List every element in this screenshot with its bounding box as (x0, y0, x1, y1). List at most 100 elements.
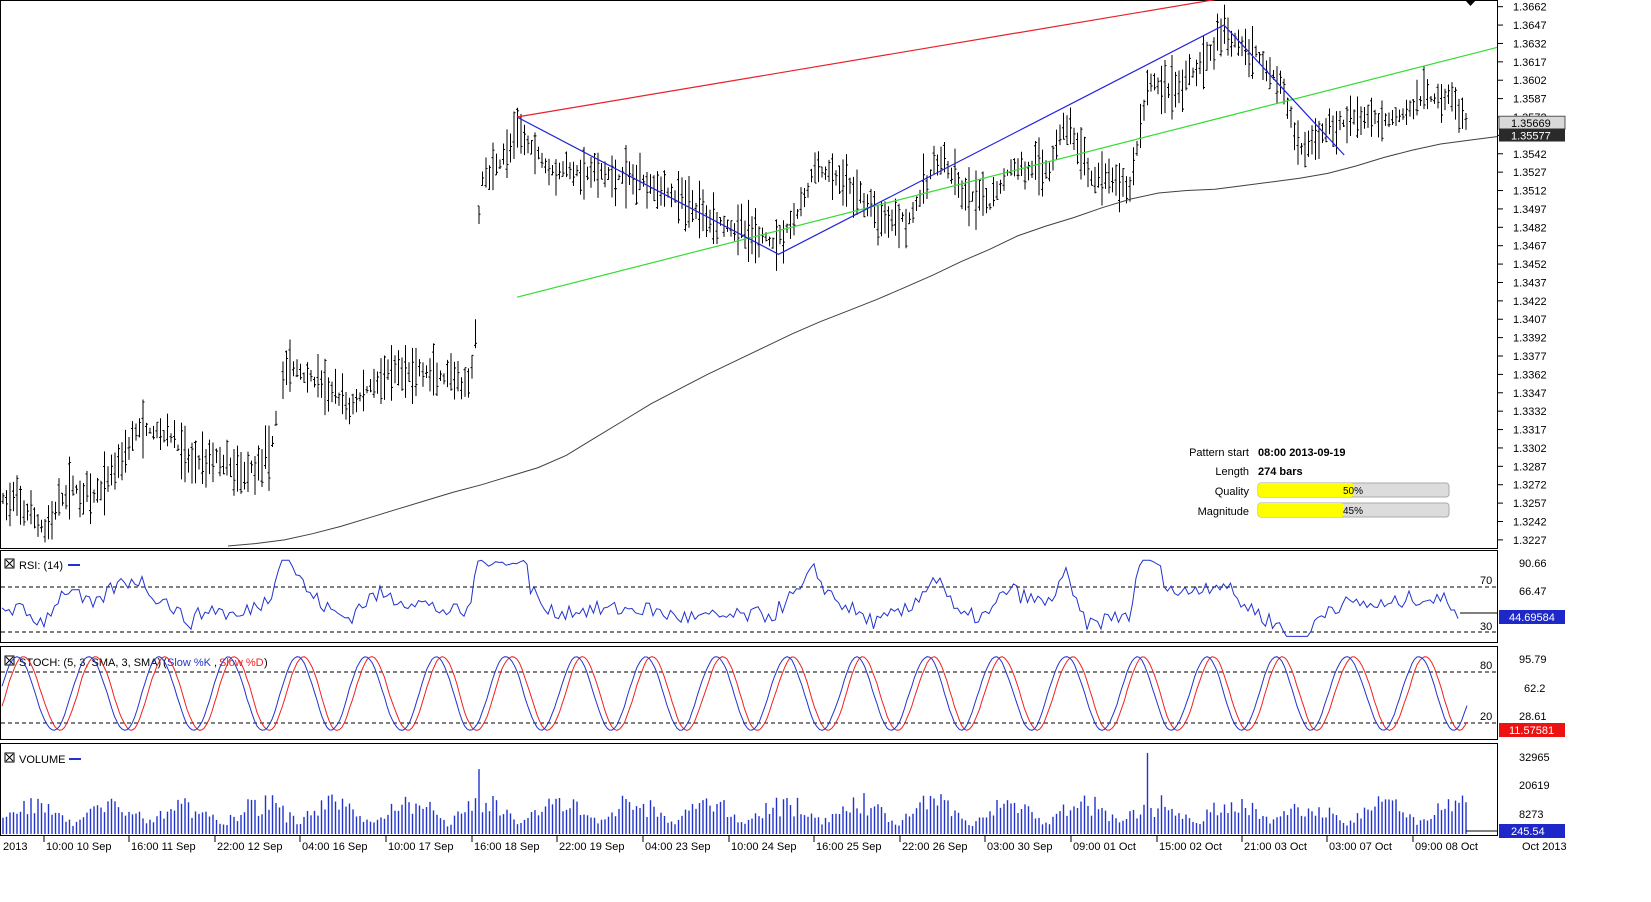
time-tick-label: 16:00 25 Sep (816, 841, 881, 853)
time-tick-label: 09:00 08 Oct (1415, 841, 1478, 853)
stoch-line-layer (1, 656, 1468, 731)
support-line (516, 46, 1498, 298)
price-tick-label: 1.3272 (1513, 480, 1547, 492)
ma-price-value: 1.35577 (1511, 131, 1551, 143)
rsi-line (1, 559, 1459, 637)
price-tick-label: 1.3512 (1513, 186, 1547, 198)
price-tick-label: 1.3392 (1513, 333, 1547, 345)
price-tick-label: 1.3602 (1513, 75, 1547, 87)
stoch-tick-mid: 62.2 (1524, 683, 1545, 695)
time-tick-label: 09:00 01 Oct (1073, 841, 1136, 853)
stoch-slow-d-line (1, 656, 1468, 731)
price-tick-label: 1.3647 (1513, 20, 1547, 32)
volume-panel-frame (0, 743, 1498, 836)
rsi-last-value: 44.69584 (1509, 612, 1555, 624)
time-tick-label: 21:00 03 Oct (1244, 841, 1307, 853)
zigzag-line (516, 24, 1345, 255)
stoch-value-box (1499, 723, 1565, 737)
price-tick-label: 1.3407 (1513, 314, 1547, 326)
price-tick-label: 1.3452 (1513, 259, 1547, 271)
time-tick-label: 04:00 23 Sep (645, 841, 710, 853)
stoch-legend-k: Slow %K (167, 657, 212, 669)
time-tick-label: 16:00 18 Sep (474, 841, 539, 853)
time-tick-label: 10:00 10 Sep (46, 841, 111, 853)
price-tick-label: 1.3542 (1513, 149, 1547, 161)
volume-tick-high: 32965 (1519, 752, 1550, 764)
time-tick-label: 16:00 11 Sep (131, 841, 196, 853)
price-tick-label: 1.3662 (1513, 2, 1547, 14)
rsi-panel-frame (0, 550, 1498, 643)
price-tick-label: 1.3332 (1513, 406, 1547, 418)
ma-price-box (1499, 128, 1565, 142)
price-tick-label: 1.3617 (1513, 57, 1547, 69)
stoch-legend-sep: , (214, 657, 217, 669)
magnitude-gauge-fill (1258, 503, 1344, 517)
price-tick-label: 1.3497 (1513, 204, 1547, 216)
volume-last-value: 245.54 (1511, 826, 1545, 838)
price-tick-label: 1.3362 (1513, 369, 1547, 381)
rsi-panel: RSI: (14) 70 30 90.66 66.47 44.69584 (1, 558, 1565, 637)
stoch-last-value: 11.57581 (1509, 725, 1554, 737)
rsi-tick-high: 90.66 (1519, 558, 1547, 570)
time-tick-label: 10:00 24 Sep (731, 841, 796, 853)
volume-tick-low: 8273 (1519, 809, 1543, 821)
time-tick-label: 04:00 16 Sep (302, 841, 367, 853)
scroll-marker-icon[interactable] (1465, 0, 1476, 6)
volume-title: VOLUME (19, 754, 65, 766)
stoch-slow-k-line (1, 656, 1468, 731)
price-tick-label: 1.3347 (1513, 388, 1547, 400)
stoch-tick-low: 28.61 (1519, 711, 1547, 723)
time-tick-label: 03:00 07 Oct (1329, 841, 1392, 853)
price-tick-label: 1.3527 (1513, 167, 1547, 179)
price-tick-label: 1.3467 (1513, 241, 1547, 253)
time-tick-label: Oct 2013 (1522, 841, 1567, 853)
stoch-panel: STOCH: (5, 3, SMA, 3, SMA) ( Slow %K , S… (1, 654, 1565, 737)
stoch-level-20: 20 (1480, 711, 1492, 723)
time-tick-label: 22:00 26 Sep (902, 841, 967, 853)
price-tick-label: 1.3227 (1513, 535, 1547, 547)
stoch-level-80: 80 (1480, 660, 1492, 672)
length-value: 274 bars (1258, 466, 1303, 478)
magnitude-label: Magnitude (1198, 506, 1249, 518)
pattern-start-value: 08:00 2013-09-19 (1258, 447, 1345, 459)
price-tick-label: 1.3242 (1513, 516, 1547, 528)
moving-average-line (227, 136, 1498, 547)
stoch-legend-d: Slow %D (219, 657, 264, 669)
quality-gauge-fill (1258, 483, 1354, 497)
length-label: Length (1215, 466, 1249, 478)
time-tick-label: 03:00 30 Sep (987, 841, 1052, 853)
price-tick-label: 1.3317 (1513, 425, 1547, 437)
price-tick-label: 1.3257 (1513, 498, 1547, 510)
rsi-line-layer (1, 559, 1497, 637)
rsi-value-box (1499, 610, 1565, 624)
pattern-info: Pattern start 08:00 2013-09-19 Length 27… (1189, 447, 1450, 518)
time-tick-label: 2013 (3, 841, 27, 853)
quality-label: Quality (1215, 486, 1250, 498)
resistance-line (516, 0, 1217, 118)
price-tick-label: 1.3422 (1513, 296, 1547, 308)
price-tick-label: 1.3587 (1513, 94, 1547, 106)
volume-bars-layer (2, 752, 1497, 834)
price-tick-label: 1.3377 (1513, 351, 1547, 363)
rsi-tick-mid: 66.47 (1519, 586, 1547, 598)
price-panel-frame (0, 0, 1498, 549)
time-tick-label: 15:00 02 Oct (1159, 841, 1222, 853)
time-tick-label: 22:00 19 Sep (559, 841, 624, 853)
price-tick-label: 1.3632 (1513, 38, 1547, 50)
stoch-legend-close: ) (264, 657, 268, 669)
price-tick-label: 1.3437 (1513, 277, 1547, 289)
quality-gauge-text: 50% (1343, 486, 1363, 497)
rsi-title: RSI: (14) (19, 560, 63, 572)
rsi-close-icon (5, 559, 14, 568)
price-tick-label: 1.3287 (1513, 461, 1547, 473)
volume-close-icon (5, 753, 14, 762)
stoch-title: STOCH: (5, 3, SMA, 3, SMA) (19, 657, 161, 669)
stoch-tick-high: 95.79 (1519, 654, 1547, 666)
price-axis: 1.3662 1.3647 1.3632 1.3617 1.3602 1.3587 1.35… (1497, 2, 1566, 547)
time-tick-label: 22:00 12 Sep (217, 841, 282, 853)
last-price-value: 1.35669 (1511, 118, 1551, 130)
rsi-level-30: 30 (1480, 621, 1492, 633)
stoch-close-icon (5, 656, 14, 665)
volume-tick-mid: 20619 (1519, 780, 1550, 792)
